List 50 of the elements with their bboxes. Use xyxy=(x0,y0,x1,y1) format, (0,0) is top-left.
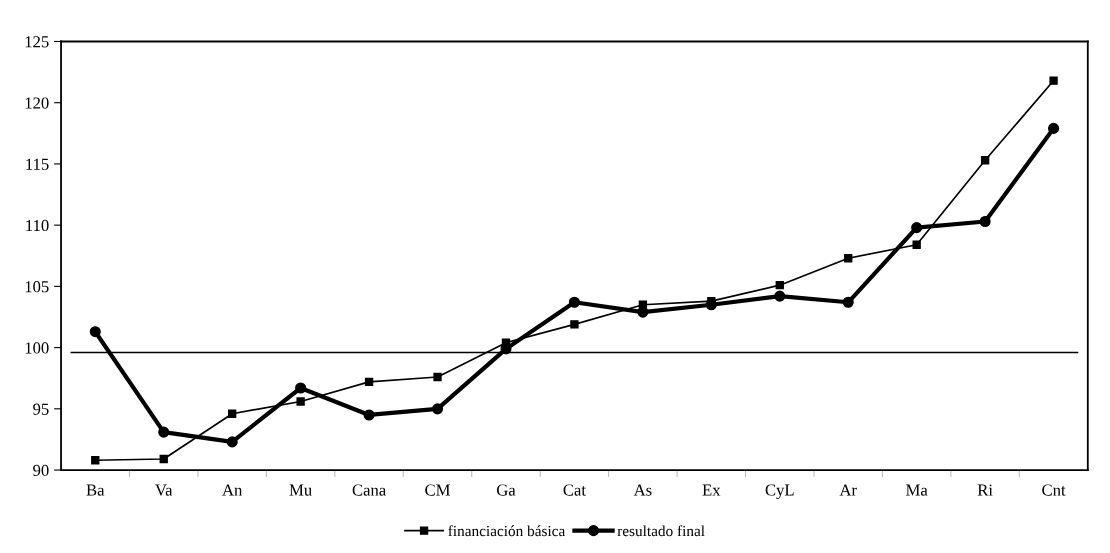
point xyxy=(363,409,375,421)
legend-label: financiación básica xyxy=(448,525,566,537)
x-tick-label: Ri xyxy=(977,484,993,496)
point xyxy=(1048,122,1060,134)
point xyxy=(979,215,991,228)
x-tick-label: CM xyxy=(425,484,450,496)
point xyxy=(295,382,307,394)
y-tick-label: 100 xyxy=(25,342,49,354)
point xyxy=(912,240,921,249)
point xyxy=(91,456,100,465)
x-tick-label: Ar xyxy=(839,484,857,496)
x-tick-label: Cnt xyxy=(1042,484,1066,496)
point xyxy=(158,426,170,438)
y-tick-label: 95 xyxy=(33,403,49,415)
legend-label: resultado final xyxy=(617,525,705,537)
point xyxy=(296,397,305,406)
point xyxy=(844,254,853,263)
point xyxy=(774,290,786,302)
point xyxy=(568,296,580,308)
x-tick-label: Ba xyxy=(86,484,105,496)
point xyxy=(89,326,101,338)
x-tick-label: Cat xyxy=(563,484,586,496)
point xyxy=(570,320,579,329)
x-tick-label: CyL xyxy=(765,484,794,500)
point xyxy=(226,436,238,448)
y-tick-label: 110 xyxy=(26,219,49,232)
x-tick-label: Cana xyxy=(352,484,386,496)
point xyxy=(431,403,444,415)
x-tick-label: Mu xyxy=(289,484,312,496)
x-tick-label: Va xyxy=(155,484,173,496)
y-tick-label: 120 xyxy=(25,97,49,109)
point xyxy=(159,454,168,464)
point xyxy=(911,222,923,234)
x-tick-label: Ex xyxy=(702,484,721,496)
point xyxy=(228,409,237,418)
y-tick-label: 125 xyxy=(25,36,49,48)
y-tick-label: 115 xyxy=(26,158,49,170)
x-tick-label: Ga xyxy=(496,484,516,496)
point xyxy=(775,280,784,290)
x-tick-label: An xyxy=(222,484,243,496)
point xyxy=(842,296,854,308)
y-tick-label: 90 xyxy=(33,464,49,476)
point xyxy=(980,156,990,165)
x-tick-label: Ma xyxy=(906,484,928,496)
x-tick-label: As xyxy=(633,484,652,496)
point xyxy=(364,377,374,387)
point xyxy=(433,372,442,382)
point xyxy=(1049,76,1058,85)
y-tick-label: 105 xyxy=(25,281,49,293)
point xyxy=(638,300,648,309)
